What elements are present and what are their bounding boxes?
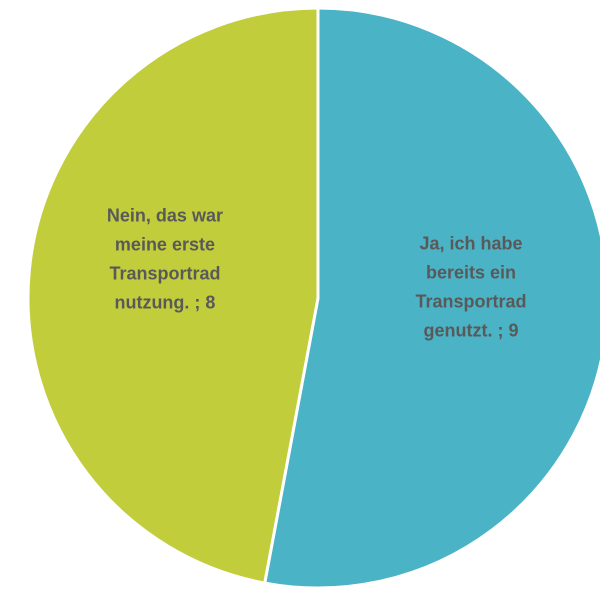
data-label: Ja, ich habe bereits ein Transportrad genut… (416, 234, 527, 341)
data-label: Nein, das war meine erste Transportrad nutz… (107, 205, 223, 312)
pie-slice (262, 6, 600, 589)
pie-slice (26, 6, 320, 585)
